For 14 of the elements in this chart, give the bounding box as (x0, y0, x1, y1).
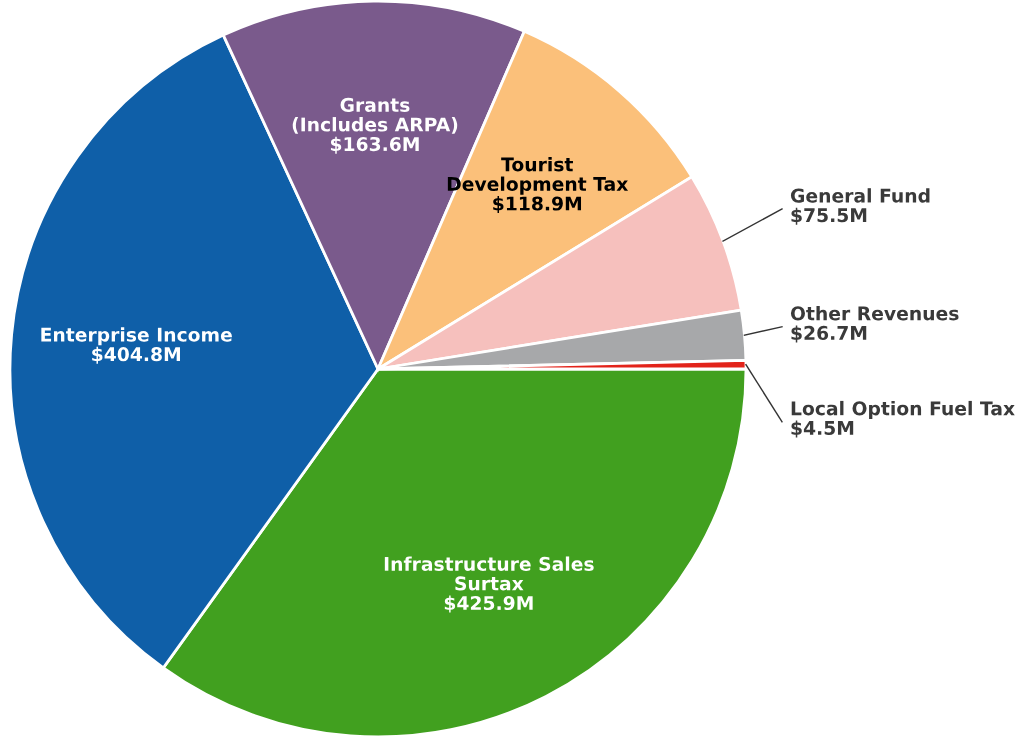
slice-label: General Fund (790, 188, 930, 203)
data-label: $163.6M (330, 136, 419, 154)
data-label: $26.7M (791, 325, 867, 343)
data-label: $425.9M (444, 595, 533, 613)
slice-label: Local Option Fuel Tax (791, 400, 1015, 420)
slice-label: Grants (Includes ARPA) (292, 97, 458, 134)
data-label: $4.5M (791, 420, 854, 438)
slice-label: Other Revenues (790, 305, 959, 321)
data-label: $118.9M (493, 196, 582, 214)
slice-label: Infrastructure Sales Surtax (384, 556, 594, 591)
data-label: $404.8M (92, 346, 180, 364)
slice-label: Tourist Development Tax (447, 156, 629, 195)
data-label: $75.5M (791, 207, 867, 225)
slice-label: Enterprise Income (41, 327, 232, 346)
